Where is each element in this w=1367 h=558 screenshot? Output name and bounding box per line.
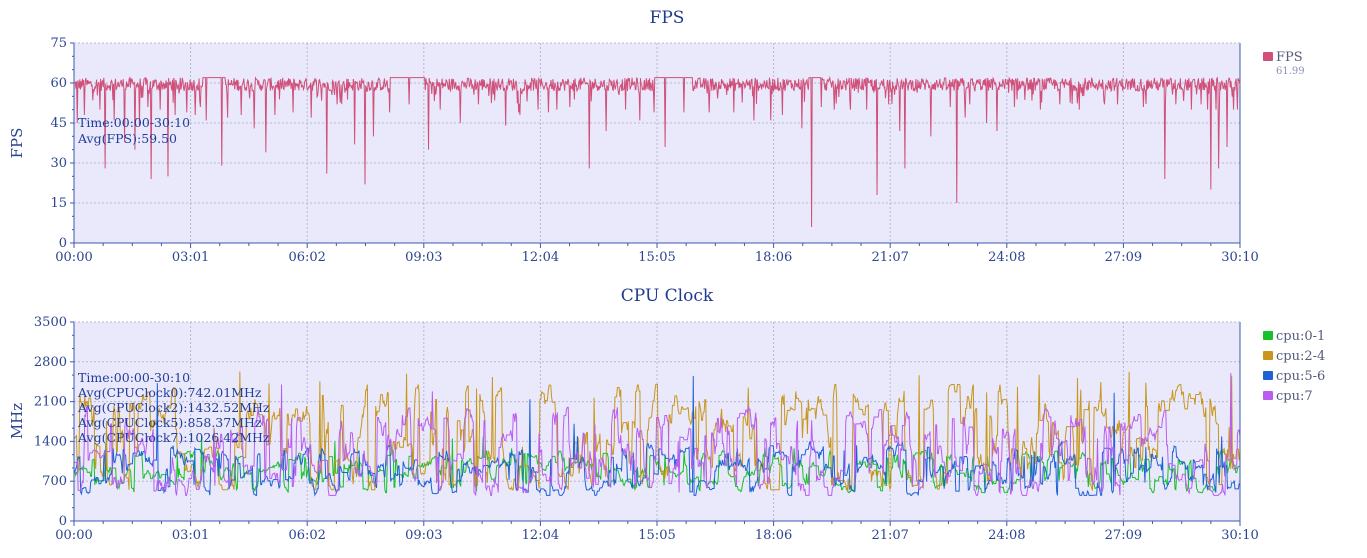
cpu-series — [73, 371, 1241, 497]
cpu-legend-label: cpu:5-6 — [1276, 369, 1325, 384]
fps-x-tick-label: 00:00 — [55, 250, 92, 265]
fps-y-tick-label: 60 — [50, 76, 67, 91]
cpu-y-tick-label: 0 — [59, 514, 67, 529]
cpu-annotation-time: Time:00:00-30:10 — [78, 370, 190, 385]
cpu-x-tick-label: 06:02 — [288, 528, 325, 543]
cpu-legend-label: cpu:7 — [1276, 389, 1313, 404]
cpu-x-tick-label: 24:08 — [988, 528, 1025, 543]
cpu-x-ticks: 00:00 03:01 06:02 09:03 12:04 15:05 18:06 21:07… — [55, 521, 1259, 543]
fps-x-tick-label: 27:09 — [1105, 250, 1142, 265]
cpu-y-tick-label: 1400 — [34, 434, 67, 449]
fps-x-tick-label: 15:05 — [638, 250, 675, 265]
fps-chart: FPS 0 15 30 45 60 75 00:00 03:01 06:02 09:03 12:0… — [8, 8, 1305, 265]
cpu-chart-title: CPU Clock — [621, 286, 714, 306]
fps-legend: FPS 61.99 — [1263, 50, 1305, 77]
cpu-annotation-avg-5: Avg(CPUClock5):858.37MHz — [77, 415, 262, 430]
cpu-x-tick-label: 09:03 — [405, 528, 442, 543]
fps-x-tick-label: 30:10 — [1221, 250, 1258, 265]
fps-x-tick-label: 09:03 — [405, 250, 442, 265]
fps-chart-title: FPS — [650, 8, 685, 28]
cpu-y-ticks: 0 700 1400 2100 2800 3500 — [34, 315, 74, 529]
cpu-x-tick-label: 03:01 — [172, 528, 209, 543]
cpu-x-tick-label: 00:00 — [55, 528, 92, 543]
cpu-legend-swatch — [1263, 351, 1273, 360]
cpu-legend-swatch — [1263, 371, 1273, 380]
cpu-legend: cpu:0-1 cpu:2-4 cpu:5-6 cpu:7 — [1263, 329, 1325, 404]
cpu-series-line-cpu-7 — [74, 373, 1241, 496]
cpu-series-line-cpu-0-1 — [73, 436, 1240, 494]
fps-series-line — [73, 75, 1241, 228]
fps-x-tick-label: 18:06 — [755, 250, 792, 265]
cpu-legend-label: cpu:0-1 — [1276, 329, 1325, 344]
fps-x-tick-label: 03:01 — [172, 250, 209, 265]
fps-legend-value: 61.99 — [1276, 66, 1305, 77]
cpu-series-line-cpu-5-6 — [74, 375, 1240, 497]
cpu-x-tick-label: 21:07 — [871, 528, 908, 543]
fps-y-tick-label: 45 — [50, 116, 67, 131]
cpu-x-tick-label: 27:09 — [1105, 528, 1142, 543]
cpu-y-axis-label: MHz — [8, 403, 26, 439]
fps-gridlines — [74, 42, 1240, 243]
cpu-y-tick-label: 2100 — [34, 395, 67, 410]
fps-y-ticks: 0 15 30 45 60 75 — [50, 36, 74, 251]
cpu-x-tick-label: 15:05 — [638, 528, 675, 543]
cpu-annotation-avg-0: Avg(CPUClock0):742.01MHz — [77, 385, 262, 400]
cpu-chart: CPU Clock 0 700 1400 2100 2800 3500 00:00 03:0… — [8, 286, 1325, 543]
cpu-y-tick-label: 3500 — [34, 315, 67, 330]
cpu-legend-label: cpu:2-4 — [1276, 349, 1325, 364]
fps-x-ticks: 00:00 03:01 06:02 09:03 12:04 15:05 18:06 21:07… — [55, 243, 1259, 265]
cpu-annotation-avg-2: Avg(CPUClock2):1432.52MHz — [77, 400, 270, 415]
fps-x-tick-label: 12:04 — [522, 250, 559, 265]
cpu-y-tick-label: 2800 — [34, 355, 67, 370]
cpu-x-tick-label: 12:04 — [522, 528, 559, 543]
cpu-series-line-cpu-2-4 — [73, 371, 1241, 492]
fps-legend-label: FPS — [1276, 50, 1303, 65]
fps-annotation-time: Time:00:00-30:10 — [78, 115, 190, 130]
cpu-legend-swatch — [1263, 331, 1273, 340]
fps-y-tick-label: 0 — [59, 236, 67, 251]
cpu-y-tick-label: 700 — [42, 474, 67, 489]
cpu-gridlines — [74, 321, 1240, 521]
fps-x-tick-label: 21:07 — [871, 250, 908, 265]
cpu-x-tick-label: 30:10 — [1221, 528, 1258, 543]
fps-x-tick-label: 06:02 — [288, 250, 325, 265]
cpu-legend-swatch — [1263, 391, 1273, 400]
fps-y-tick-label: 30 — [50, 156, 67, 171]
fps-y-tick-label: 75 — [50, 36, 67, 51]
fps-y-axis-label: FPS — [8, 128, 26, 159]
fps-annotation-avg: Avg(FPS):59.50 — [77, 131, 177, 146]
fps-series — [73, 75, 1241, 228]
fps-legend-swatch — [1263, 52, 1273, 61]
fps-x-tick-label: 24:08 — [988, 250, 1025, 265]
cpu-annotation-avg-7: Avg(CPUClock7):1026.42MHz — [77, 430, 270, 445]
fps-y-tick-label: 15 — [50, 196, 67, 211]
cpu-x-tick-label: 18:06 — [755, 528, 792, 543]
